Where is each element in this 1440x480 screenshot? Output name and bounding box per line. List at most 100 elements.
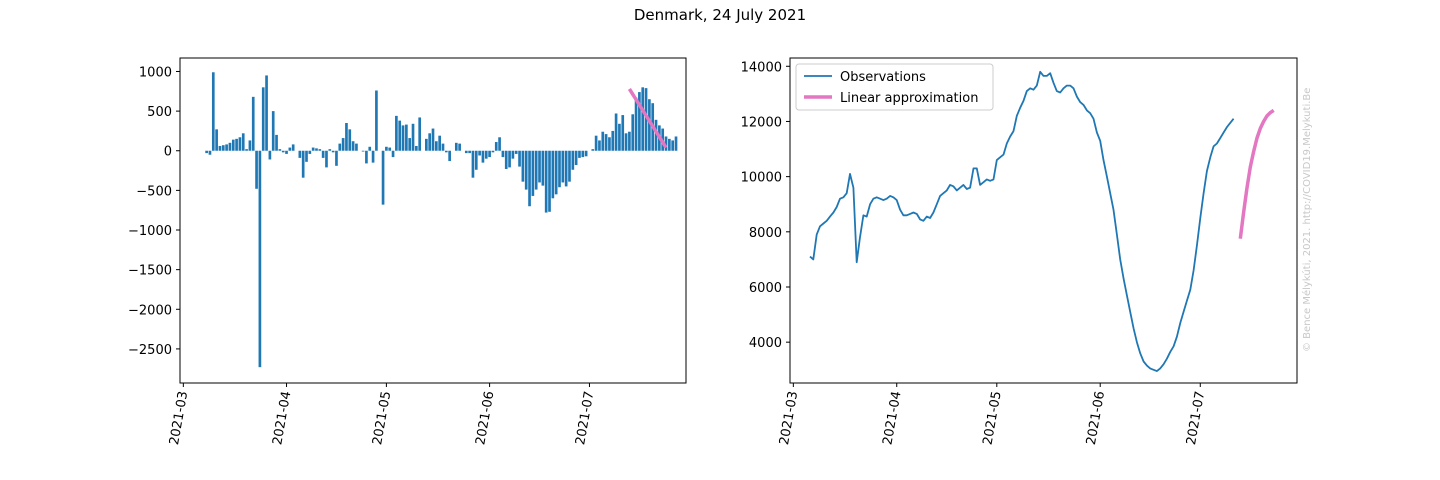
bar xyxy=(538,150,541,183)
bar xyxy=(258,150,262,368)
y-tick-label: 0 xyxy=(164,145,172,160)
bar xyxy=(671,140,675,151)
x-tick-label: 2021-04 xyxy=(880,390,904,446)
bar xyxy=(255,150,258,189)
bar xyxy=(614,113,618,151)
bar xyxy=(395,115,398,151)
bar xyxy=(488,150,491,158)
bar xyxy=(298,150,302,158)
bar xyxy=(444,150,448,153)
bar xyxy=(365,150,368,164)
approximation-line xyxy=(627,87,668,149)
bar xyxy=(511,150,515,159)
y-tick-label: 4000 xyxy=(749,336,782,351)
bar xyxy=(351,141,355,151)
bar xyxy=(574,150,578,166)
bar xyxy=(265,75,268,151)
bar xyxy=(648,99,651,151)
bar xyxy=(261,87,265,151)
bar xyxy=(634,97,638,151)
bar xyxy=(278,149,282,151)
bar xyxy=(554,150,558,195)
bar xyxy=(321,150,325,158)
bar xyxy=(508,150,511,168)
bar xyxy=(355,143,358,151)
y-tick-label: −2000 xyxy=(128,303,172,318)
bar xyxy=(568,150,571,182)
x-tick-label: 2021-06 xyxy=(1084,390,1108,446)
axes-frame xyxy=(179,57,687,384)
observations-line xyxy=(809,70,1235,373)
bar xyxy=(241,133,245,151)
bar xyxy=(611,130,615,151)
bar xyxy=(618,123,621,151)
bar xyxy=(281,150,285,153)
bar xyxy=(275,134,278,151)
bar xyxy=(491,150,495,153)
bar xyxy=(441,143,445,151)
bar xyxy=(328,149,332,151)
bar xyxy=(644,88,648,151)
bar xyxy=(604,134,608,151)
bar xyxy=(494,142,498,151)
bar xyxy=(631,114,635,151)
bar xyxy=(208,150,212,155)
bar xyxy=(335,150,338,166)
bar xyxy=(594,135,598,151)
x-tick-label: 2021-03 xyxy=(777,390,801,446)
bar xyxy=(584,150,588,157)
bar xyxy=(401,125,405,151)
bar xyxy=(561,150,565,183)
bar xyxy=(301,150,305,178)
bar xyxy=(235,138,238,151)
bar xyxy=(385,146,388,151)
bar xyxy=(311,147,315,151)
bar xyxy=(558,150,561,188)
bar xyxy=(418,117,422,151)
bar xyxy=(471,150,475,178)
bar xyxy=(315,148,318,151)
bar xyxy=(248,140,252,151)
bar xyxy=(338,143,342,151)
bar xyxy=(628,131,631,151)
legend-label: Observations xyxy=(840,70,926,85)
axes-frame xyxy=(789,57,1298,384)
bar xyxy=(438,135,441,151)
bar xyxy=(218,145,222,151)
bar xyxy=(528,150,531,207)
bar xyxy=(541,150,545,186)
bar xyxy=(375,90,378,151)
bar xyxy=(268,150,272,160)
x-tick-label: 2021-03 xyxy=(167,390,191,446)
bar xyxy=(654,119,658,151)
bar xyxy=(225,144,228,151)
y-tick-label: 14000 xyxy=(741,60,782,75)
bar xyxy=(211,72,215,151)
x-tick-label: 2021-07 xyxy=(573,390,597,446)
bar xyxy=(215,129,218,151)
linear-approximation-line xyxy=(1238,108,1275,239)
bar xyxy=(305,150,308,162)
y-tick-label: 10000 xyxy=(741,171,782,186)
x-tick-label: 2021-04 xyxy=(270,390,294,446)
bar xyxy=(285,150,288,154)
legend: Observations Linear approximation xyxy=(795,63,994,111)
bar xyxy=(531,150,535,196)
bar xyxy=(398,120,402,151)
bar xyxy=(448,150,451,162)
bar xyxy=(245,149,248,151)
bar xyxy=(534,150,538,190)
y-tick-label: −1000 xyxy=(128,224,172,239)
figure-title: Denmark, 24 July 2021 xyxy=(633,6,807,24)
bar xyxy=(308,150,312,154)
bar xyxy=(668,138,671,151)
bar xyxy=(591,149,595,151)
bar xyxy=(345,123,348,151)
bar xyxy=(571,150,575,170)
bar xyxy=(251,96,255,151)
bar xyxy=(498,137,501,151)
bar xyxy=(341,138,345,151)
y-tick-label: 8000 xyxy=(749,226,782,241)
bar xyxy=(478,150,481,156)
